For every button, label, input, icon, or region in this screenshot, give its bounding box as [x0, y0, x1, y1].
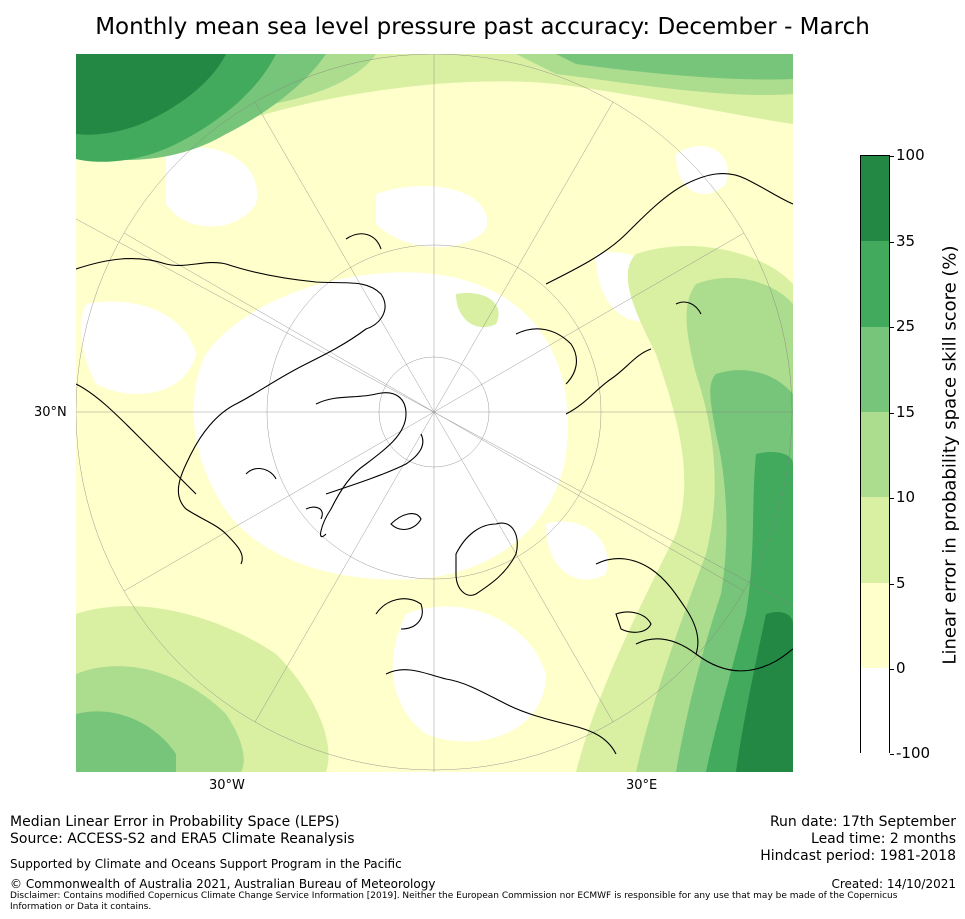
- footer-source: Source: ACCESS-S2 and ERA5 Climate Reana…: [10, 831, 355, 847]
- run-date: Run date: 17th September: [769, 814, 956, 830]
- colorbar-bin-25-35: [861, 241, 889, 327]
- colorbar-tick: 15: [890, 405, 915, 420]
- colorbar-tick: 0: [890, 661, 906, 676]
- chart-title: Monthly mean sea level pressure past acc…: [95, 14, 870, 40]
- lat-label-30n: 30°N: [34, 405, 67, 420]
- colorbar-bin-35-100: [861, 156, 889, 241]
- skill-35-100-areas: [76, 54, 793, 772]
- coastlines: [76, 173, 793, 755]
- lead-time: Lead time: 2 months: [811, 831, 956, 847]
- polar-map: [76, 54, 793, 772]
- footer-support: Supported by Climate and Oceans Support …: [10, 857, 402, 871]
- lon-label-30w: 30°W: [209, 778, 245, 793]
- colorbar-bin-0-5: [861, 583, 889, 668]
- lon-label-30e: 30°E: [626, 778, 658, 793]
- footer-copyright: © Commonwealth of Australia 2021, Austra…: [10, 877, 436, 891]
- hindcast-period: Hindcast period: 1981-2018: [760, 848, 956, 864]
- colorbar-tick: -100: [890, 746, 930, 761]
- colorbar-bin-15-25: [861, 327, 889, 412]
- footer-disclaimer: Disclaimer: Contains modified Copernicus…: [10, 891, 898, 912]
- footer-method: Median Linear Error in Probability Space…: [10, 814, 340, 830]
- colorbar: [860, 155, 890, 754]
- created-date: Created: 14/10/2021: [831, 877, 956, 891]
- colorbar-tick: 10: [890, 490, 915, 505]
- colorbar-tick: 5: [890, 576, 906, 591]
- graticule: [76, 54, 793, 772]
- colorbar-tick: 100: [890, 148, 925, 163]
- colorbar-bin-neg100-0: [861, 668, 889, 754]
- colorbar-tick: 35: [890, 234, 915, 249]
- colorbar-bin-10-15: [861, 412, 889, 497]
- colorbar-tick: 25: [890, 319, 915, 334]
- colorbar-bin-5-10: [861, 497, 889, 583]
